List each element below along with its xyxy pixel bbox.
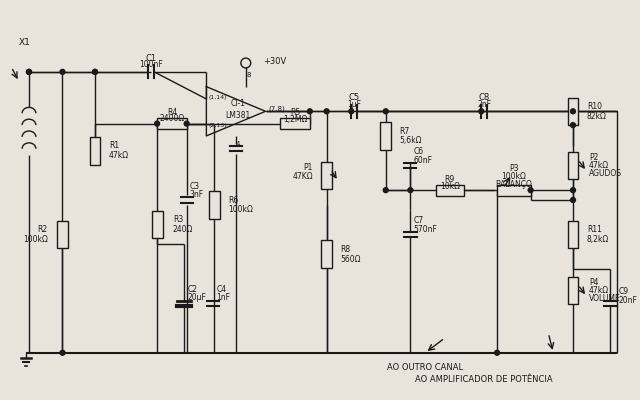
Text: 82kΩ: 82kΩ bbox=[587, 112, 607, 121]
Circle shape bbox=[324, 109, 329, 114]
Text: 47kΩ: 47kΩ bbox=[589, 286, 609, 295]
Text: R5: R5 bbox=[290, 108, 300, 117]
Circle shape bbox=[528, 188, 533, 193]
Text: 60nF: 60nF bbox=[413, 156, 433, 165]
Bar bbox=[497, 185, 531, 196]
Text: R9: R9 bbox=[445, 175, 455, 184]
Text: BALANÇO: BALANÇO bbox=[495, 180, 532, 189]
Text: VOLUME: VOLUME bbox=[589, 294, 621, 303]
Text: 8,2kΩ: 8,2kΩ bbox=[587, 235, 609, 244]
Text: 2400Ω: 2400Ω bbox=[159, 114, 184, 123]
Text: P3: P3 bbox=[509, 164, 518, 173]
Text: 100kΩ: 100kΩ bbox=[23, 235, 48, 244]
Text: 20µF: 20µF bbox=[188, 293, 207, 302]
Bar bbox=[321, 162, 332, 189]
Text: 3nF: 3nF bbox=[189, 190, 204, 198]
Text: C3: C3 bbox=[189, 182, 200, 191]
Circle shape bbox=[93, 70, 97, 74]
Bar bbox=[90, 137, 100, 164]
Text: 2nF: 2nF bbox=[477, 100, 492, 109]
Bar bbox=[568, 277, 579, 304]
Text: 560Ω: 560Ω bbox=[340, 255, 361, 264]
Text: 240Ω: 240Ω bbox=[173, 225, 193, 234]
Text: R4: R4 bbox=[167, 108, 177, 117]
Text: AGUDOS: AGUDOS bbox=[589, 169, 621, 178]
Text: CI-1: CI-1 bbox=[230, 99, 245, 108]
Text: 8: 8 bbox=[247, 72, 252, 78]
Circle shape bbox=[184, 121, 189, 126]
Text: 100kΩ: 100kΩ bbox=[228, 205, 253, 214]
Circle shape bbox=[408, 188, 413, 193]
Text: C5: C5 bbox=[349, 93, 360, 102]
Text: 4: 4 bbox=[236, 141, 240, 147]
Text: R1: R1 bbox=[109, 141, 119, 150]
Text: P1: P1 bbox=[303, 163, 313, 172]
Bar bbox=[152, 211, 163, 238]
Text: R11: R11 bbox=[587, 225, 602, 234]
Text: 20nF: 20nF bbox=[618, 296, 637, 305]
Text: LM381: LM381 bbox=[225, 111, 250, 120]
Text: (7,8): (7,8) bbox=[268, 105, 285, 112]
Text: X1: X1 bbox=[19, 38, 31, 47]
Text: 10kΩ: 10kΩ bbox=[440, 182, 460, 191]
Text: R10: R10 bbox=[587, 102, 602, 111]
Circle shape bbox=[26, 70, 31, 74]
Circle shape bbox=[155, 121, 159, 126]
Circle shape bbox=[60, 70, 65, 74]
Text: AO OUTRO CANAL: AO OUTRO CANAL bbox=[387, 363, 463, 372]
Text: 100nF: 100nF bbox=[140, 60, 163, 70]
Bar bbox=[280, 118, 310, 129]
Circle shape bbox=[60, 350, 65, 355]
Text: C4: C4 bbox=[216, 285, 227, 294]
Text: 570nF: 570nF bbox=[413, 225, 437, 234]
Circle shape bbox=[570, 109, 575, 114]
Text: P2: P2 bbox=[589, 153, 598, 162]
Circle shape bbox=[570, 123, 575, 128]
Circle shape bbox=[495, 350, 500, 355]
Text: 5,6kΩ: 5,6kΩ bbox=[399, 136, 422, 145]
Text: (2,13): (2,13) bbox=[209, 123, 227, 128]
Bar bbox=[321, 240, 332, 268]
Circle shape bbox=[570, 188, 575, 193]
Text: 47kΩ: 47kΩ bbox=[109, 151, 129, 160]
Text: R3: R3 bbox=[173, 215, 183, 224]
Bar bbox=[157, 118, 187, 129]
Text: R8: R8 bbox=[340, 245, 351, 254]
Text: +30V: +30V bbox=[264, 56, 287, 66]
Text: 1nF: 1nF bbox=[216, 293, 230, 302]
Circle shape bbox=[349, 109, 354, 114]
Text: AO AMPLIFICADOR DE POTÊNCIA: AO AMPLIFICADOR DE POTÊNCIA bbox=[415, 375, 553, 384]
Text: C9: C9 bbox=[618, 287, 628, 296]
Text: (1,14): (1,14) bbox=[209, 94, 227, 100]
Bar bbox=[436, 185, 463, 196]
Text: R7: R7 bbox=[399, 126, 410, 136]
Text: 1,2MΩ: 1,2MΩ bbox=[283, 115, 307, 124]
Bar bbox=[57, 221, 68, 248]
Circle shape bbox=[383, 109, 388, 114]
Bar bbox=[568, 152, 579, 179]
Text: 47KΩ: 47KΩ bbox=[292, 172, 313, 181]
Circle shape bbox=[307, 109, 312, 114]
Circle shape bbox=[26, 70, 31, 74]
Circle shape bbox=[479, 109, 484, 114]
Text: C8: C8 bbox=[479, 93, 490, 102]
Circle shape bbox=[383, 188, 388, 193]
Bar bbox=[380, 122, 391, 150]
Bar bbox=[209, 191, 220, 219]
Text: R6: R6 bbox=[228, 196, 238, 204]
Text: C6: C6 bbox=[413, 147, 424, 156]
Circle shape bbox=[570, 198, 575, 202]
Circle shape bbox=[93, 70, 97, 74]
Text: R2: R2 bbox=[38, 225, 48, 234]
Text: P4: P4 bbox=[589, 278, 598, 287]
Text: C1: C1 bbox=[146, 54, 157, 62]
Text: 1µF: 1µF bbox=[348, 100, 361, 109]
Bar bbox=[568, 98, 579, 125]
Text: 47kΩ: 47kΩ bbox=[589, 161, 609, 170]
Text: 100kΩ: 100kΩ bbox=[501, 172, 526, 181]
Text: C2: C2 bbox=[188, 285, 198, 294]
Bar bbox=[568, 221, 579, 248]
Text: C7: C7 bbox=[413, 216, 424, 225]
